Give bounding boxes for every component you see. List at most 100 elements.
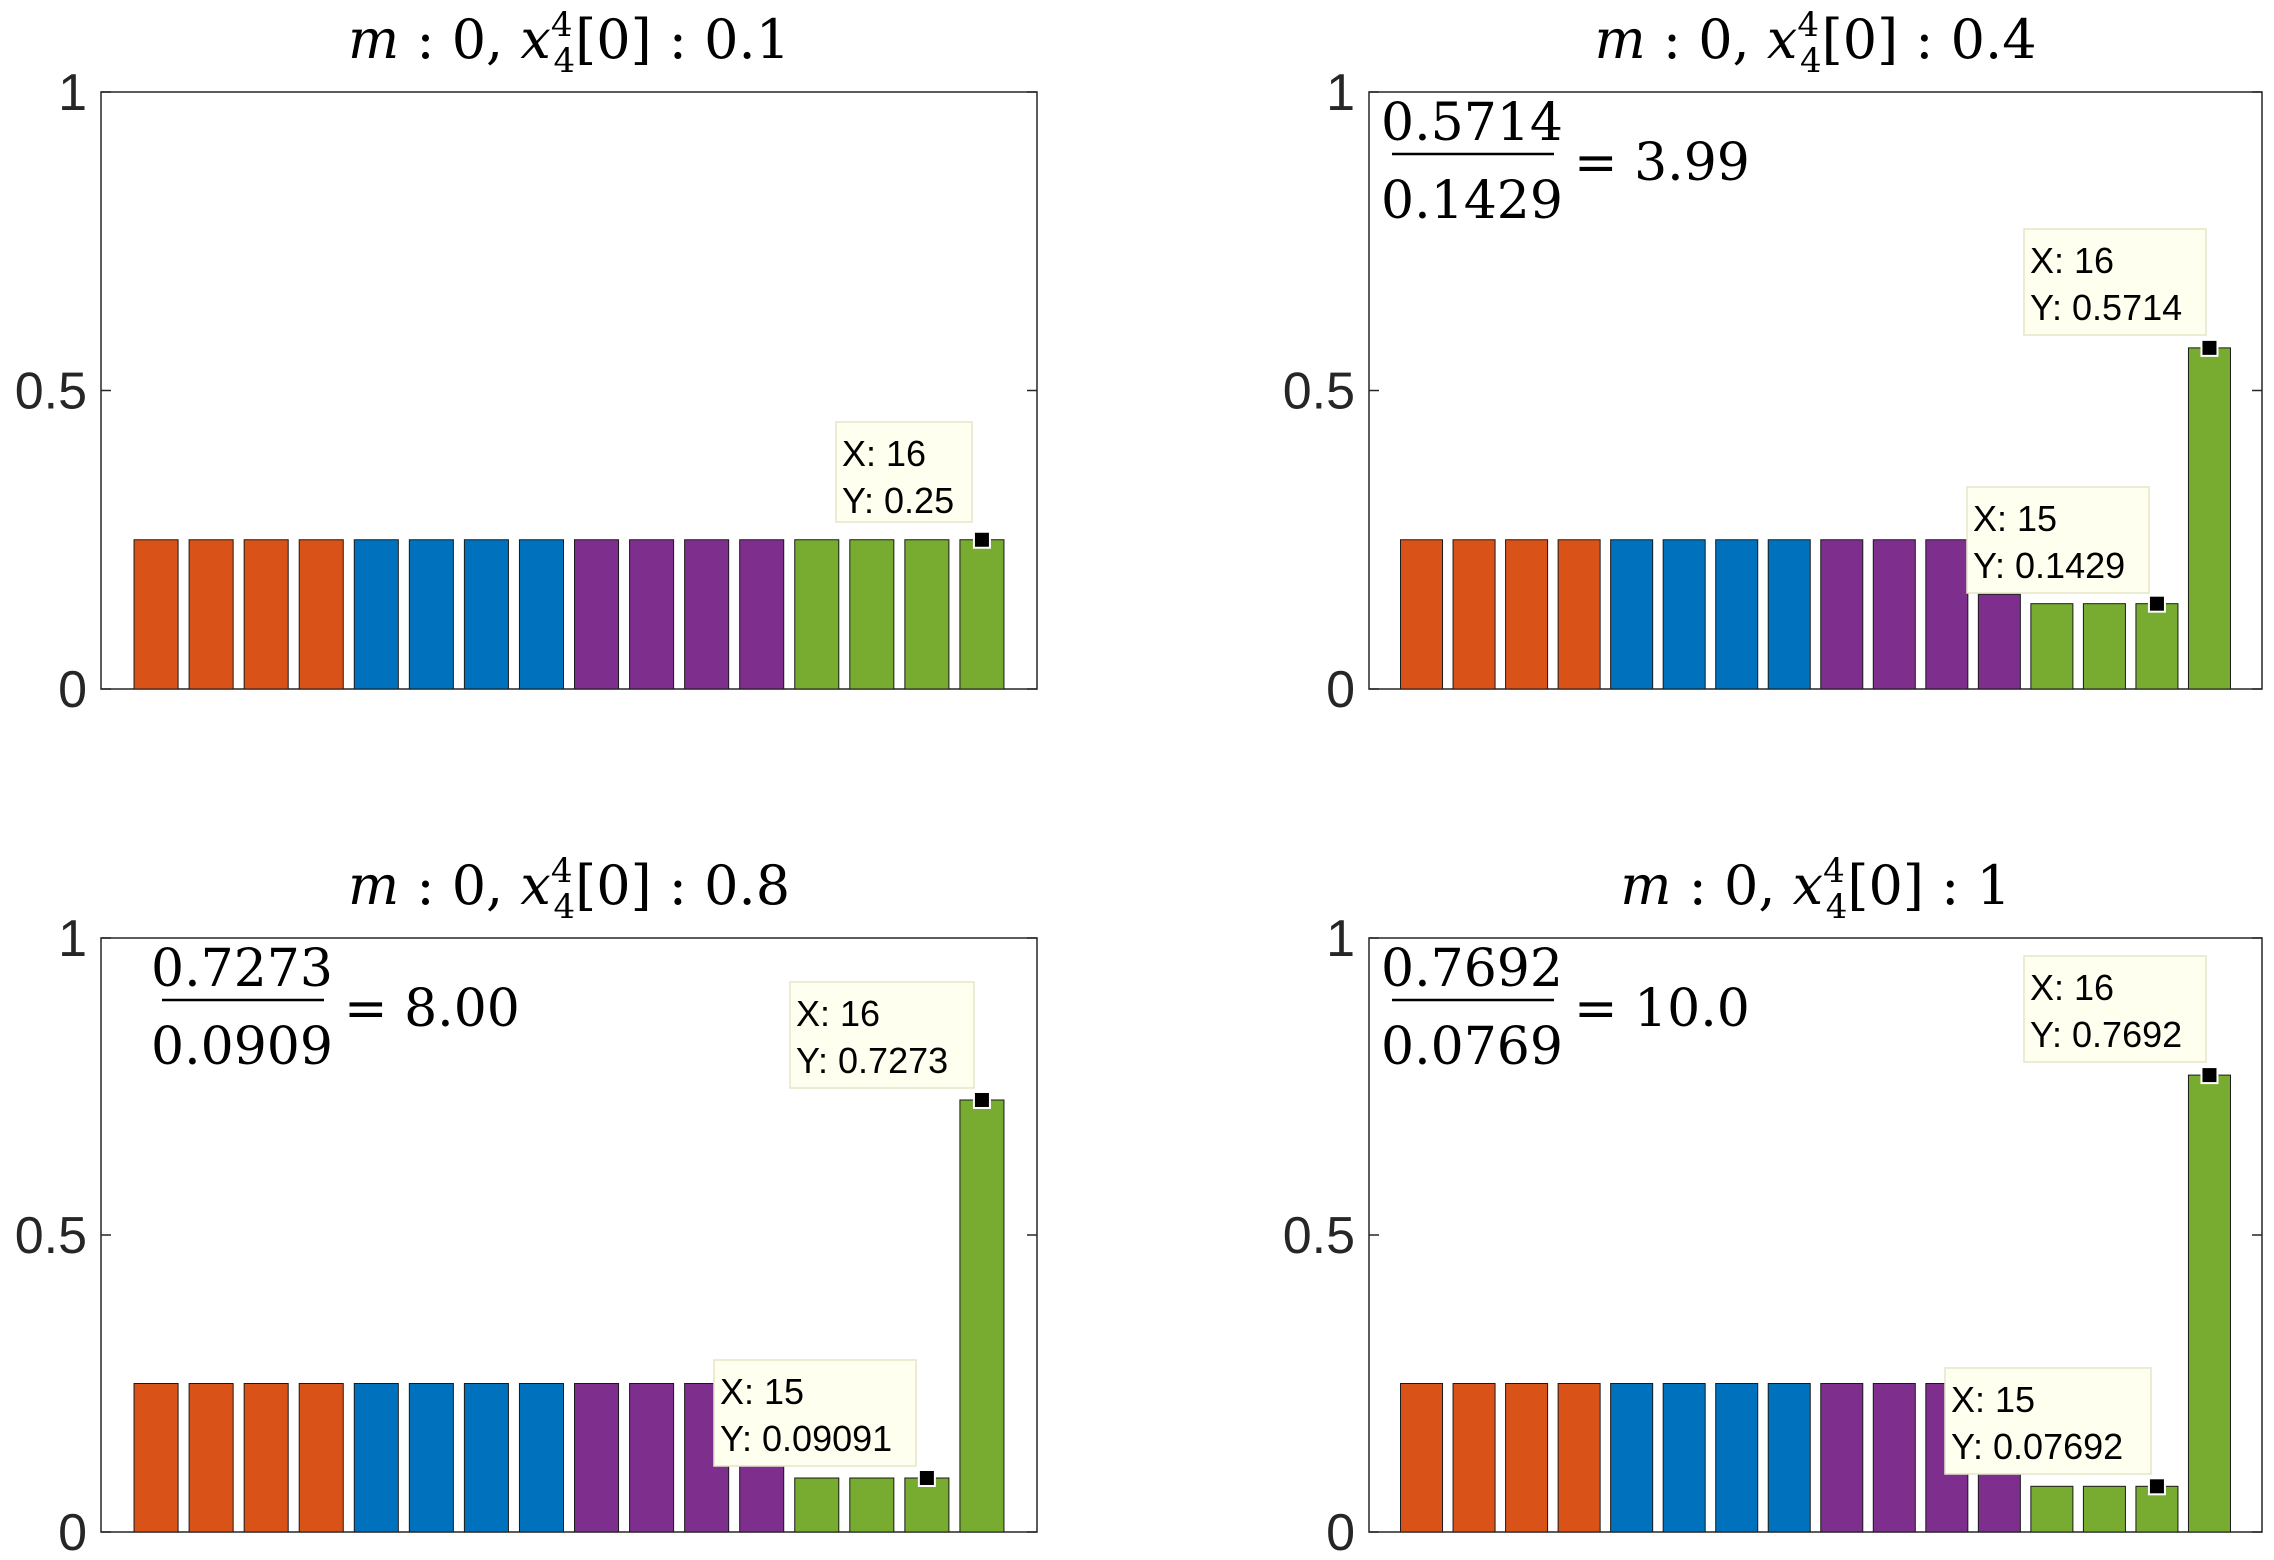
- ratio-result: = 8.00: [344, 979, 520, 1039]
- datatip-box: [2023, 228, 2207, 336]
- bar: [1767, 539, 1811, 690]
- y-tick-label: 1: [1326, 910, 1355, 968]
- bar: [518, 539, 564, 690]
- bar: [794, 1477, 840, 1533]
- datatip-y-text: Y: 0.5714: [2030, 287, 2182, 328]
- title-x-sub: 4: [1800, 41, 1822, 81]
- subplot-1: 0 0.5 1 m : 0, x4 4[0] : 0.1 X: 16 Y: 0.25: [15, 5, 1038, 719]
- bar: [1452, 1383, 1496, 1533]
- datatip: X: 16 Y: 0.25: [835, 421, 991, 549]
- datatip-x-text: X: 16: [842, 433, 926, 474]
- bar: [1820, 539, 1864, 690]
- title-x-base: x: [520, 854, 550, 917]
- title-x-base: x: [1793, 854, 1823, 917]
- title-m-value: 0: [452, 8, 486, 71]
- datatip-x-text: X: 15: [720, 1371, 804, 1412]
- bar: [1505, 1383, 1549, 1533]
- datatip-x-text: X: 16: [2030, 967, 2114, 1008]
- datatip-x-text: X: 15: [1973, 498, 2057, 539]
- title-x-sub: 4: [554, 887, 576, 927]
- ratio-numerator: 0.7273: [151, 939, 333, 999]
- bar: [849, 1477, 895, 1533]
- y-tick-label: 0: [58, 1504, 87, 1560]
- title-m-label: m: [348, 854, 399, 917]
- bar: [959, 1099, 1005, 1533]
- ratio-result: = 3.99: [1574, 133, 1750, 193]
- bar: [2030, 1485, 2074, 1533]
- title-x-value: 1: [1976, 854, 2010, 917]
- bar: [1610, 539, 1654, 690]
- title-colon: :: [1646, 8, 1699, 71]
- subplot-title: m : 0, x4 4[0] : 0.4: [1594, 5, 2036, 81]
- bar: [353, 1383, 399, 1533]
- title-colon: :: [399, 8, 452, 71]
- title-colon: :: [1671, 854, 1724, 917]
- title-colon2: :: [652, 8, 705, 71]
- datatip: X: 16 Y: 0.7273: [789, 981, 991, 1109]
- subplot-title: m : 0, x4 4[0] : 0.1: [348, 5, 790, 81]
- y-tick-label: 0: [58, 661, 87, 719]
- bar: [1557, 1383, 1601, 1533]
- title-colon: :: [399, 854, 452, 917]
- bar: [2082, 1485, 2126, 1533]
- bar: [243, 1383, 289, 1533]
- bar: [2187, 1074, 2231, 1533]
- bar: [2082, 603, 2126, 690]
- title-x-sub: 4: [554, 41, 576, 81]
- ratio-annotation: 0.7273 0.0909= 8.00: [151, 939, 520, 1077]
- title-x-base: x: [520, 8, 550, 71]
- title-x-index: [0]: [1847, 854, 1924, 917]
- datatip-x-text: X: 16: [796, 993, 880, 1034]
- bar: [463, 1383, 509, 1533]
- y-tick-label: 1: [1326, 64, 1355, 122]
- bar: [2135, 603, 2179, 690]
- title-x-sub: 4: [1826, 887, 1848, 927]
- datatip-box: [713, 1359, 917, 1467]
- datatip-marker: [972, 1090, 991, 1109]
- subplot-2: 0 0.5 1 m : 0, x4 4[0] : 0.4 0.5714 0.1429= 3.…: [1283, 5, 2263, 719]
- datatip-y-text: Y: 0.7692: [2030, 1014, 2182, 1055]
- title-x-value: 0.4: [1951, 8, 2037, 71]
- bar: [1925, 539, 1969, 690]
- datatip: X: 15 Y: 0.1429: [1966, 486, 2166, 613]
- bar: [188, 1383, 234, 1533]
- title-x-sup: 4: [1797, 5, 1819, 45]
- title-m-value: 0: [1698, 8, 1732, 71]
- datatip: X: 15 Y: 0.09091: [713, 1359, 936, 1487]
- subplot-title: m : 0, x4 4[0] : 0.8: [348, 851, 790, 927]
- y-tick-label: 0.5: [1283, 363, 1355, 421]
- title-m-value: 0: [452, 854, 486, 917]
- title-x-base: x: [1767, 8, 1797, 71]
- datatip-marker: [2200, 1066, 2219, 1085]
- bar: [849, 539, 895, 690]
- title-colon2: :: [652, 854, 705, 917]
- bar: [904, 1477, 950, 1533]
- bar: [1977, 593, 2021, 690]
- datatip-marker: [917, 1468, 936, 1487]
- bar: [1505, 539, 1549, 690]
- bar: [1662, 539, 1706, 690]
- datatip-y-text: Y: 0.25: [842, 480, 954, 521]
- title-m-label: m: [348, 8, 399, 71]
- y-tick-label: 1: [58, 910, 87, 968]
- y-tick-label: 0: [1326, 661, 1355, 719]
- title-comma: ,: [486, 8, 520, 71]
- bar: [2187, 347, 2231, 690]
- ratio-denominator: 0.0769: [1381, 1017, 1563, 1077]
- y-tick-label: 1: [58, 64, 87, 122]
- title-x-index: [0]: [575, 854, 652, 917]
- datatip: X: 15 Y: 0.07692: [1944, 1367, 2166, 1496]
- ratio-annotation: 0.5714 0.1429= 3.99: [1381, 93, 1750, 231]
- title-comma: ,: [1758, 854, 1792, 917]
- title-x-sup: 4: [551, 5, 573, 45]
- bar: [1715, 539, 1759, 690]
- subplot-title: m : 0, x4 4[0] : 1: [1620, 851, 2011, 927]
- bar: [298, 1383, 344, 1533]
- bar: [1872, 539, 1916, 690]
- title-colon2: :: [1898, 8, 1951, 71]
- bar: [574, 1383, 620, 1533]
- bar: [1767, 1383, 1811, 1533]
- bar: [1452, 539, 1496, 690]
- bar: [518, 1383, 564, 1533]
